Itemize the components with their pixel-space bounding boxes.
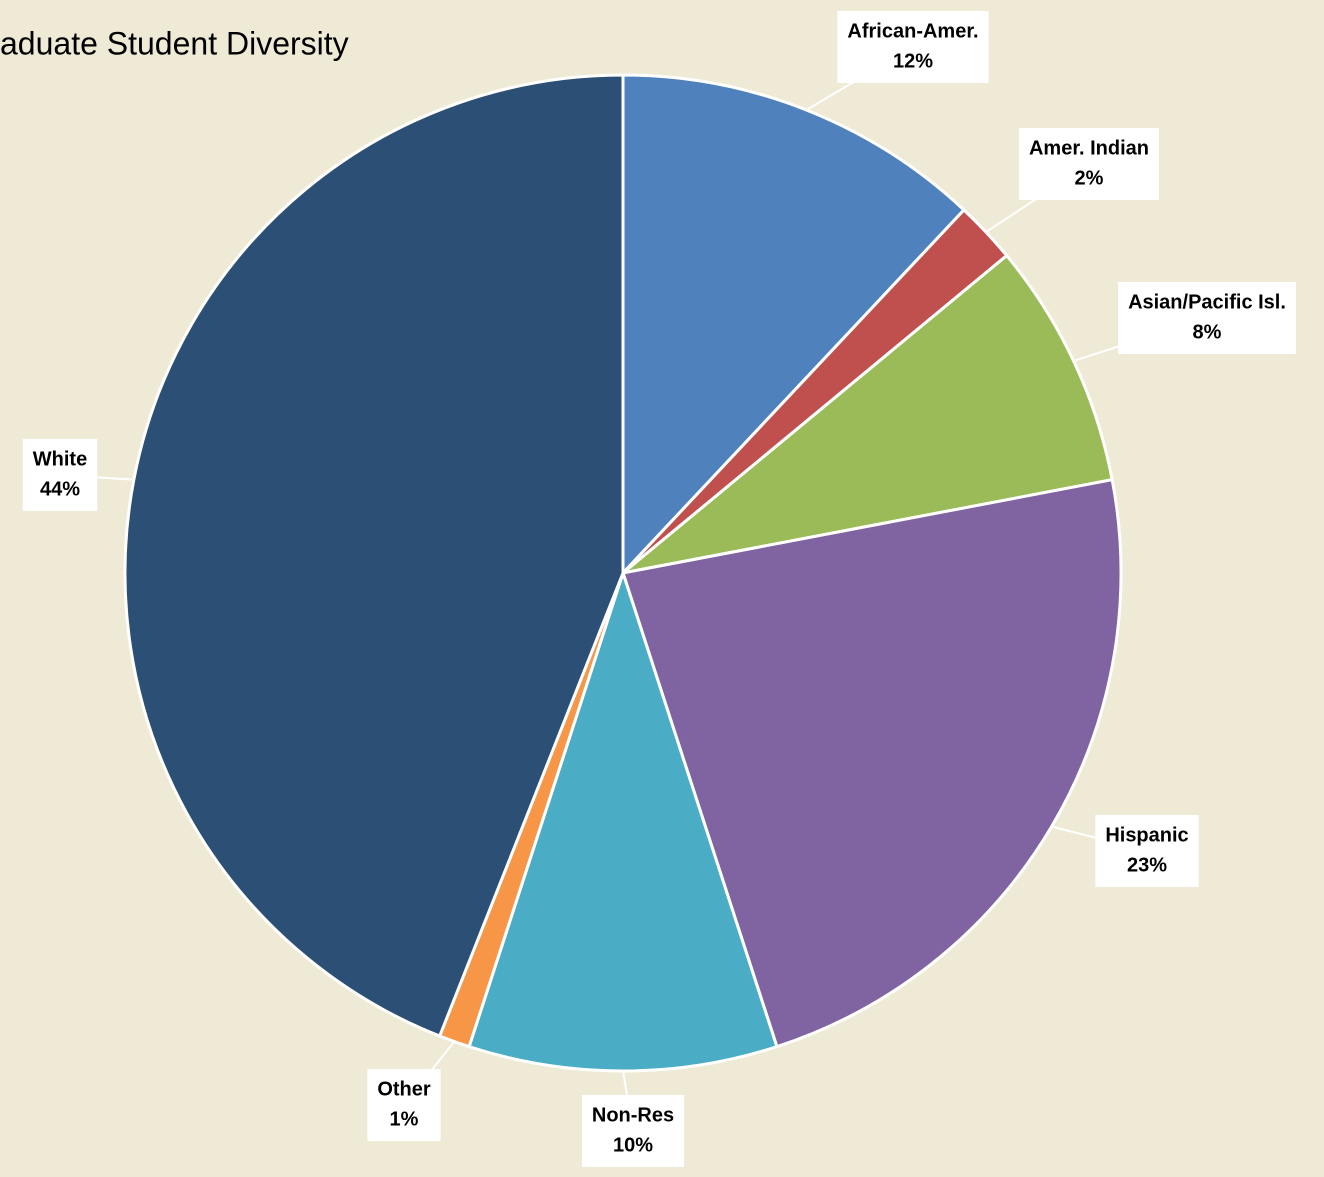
label-name: Hispanic xyxy=(1105,824,1188,846)
pie-slice xyxy=(123,73,625,1038)
data-label: White 44% xyxy=(22,439,98,511)
label-box xyxy=(1118,282,1296,354)
label-name: White xyxy=(33,448,87,470)
label-name: Asian/Pacific Isl. xyxy=(1128,291,1286,313)
chart-title: aduate Student Diversity xyxy=(0,25,349,61)
label-value: 44% xyxy=(40,478,80,500)
label-box xyxy=(1095,815,1199,887)
data-label: Hispanic 23% xyxy=(1095,815,1199,887)
pie-slice xyxy=(467,568,779,1073)
label-name: Non-Res xyxy=(592,1104,674,1126)
pie-slice xyxy=(621,73,967,577)
data-label: Non-Res 10% xyxy=(581,1095,685,1167)
label-value: 1% xyxy=(390,1108,419,1130)
label-value: 10% xyxy=(613,1134,653,1156)
label-value: 12% xyxy=(893,50,933,72)
label-name: Amer. Indian xyxy=(1029,137,1149,159)
data-label: African-Amer. 12% xyxy=(837,11,989,83)
data-label: Asian/Pacific Isl. 8% xyxy=(1118,282,1296,354)
label-box xyxy=(367,1069,441,1141)
label-value: 2% xyxy=(1075,167,1104,189)
label-box xyxy=(837,11,989,83)
label-box xyxy=(1018,128,1160,200)
data-label: Amer. Indian 2% xyxy=(1018,128,1160,200)
label-box xyxy=(22,439,98,511)
label-name: Other xyxy=(377,1078,431,1100)
pie-slice xyxy=(621,477,1123,1049)
label-value: 23% xyxy=(1127,854,1167,876)
labels: African-Amer. 12% Amer. Indian 2% Asian/Paci… xyxy=(22,11,1296,1167)
label-name: African-Amer. xyxy=(847,20,978,42)
label-box xyxy=(581,1095,685,1167)
data-label: Other 1% xyxy=(367,1069,441,1141)
label-value: 8% xyxy=(1193,321,1222,343)
slices xyxy=(123,73,1123,1073)
